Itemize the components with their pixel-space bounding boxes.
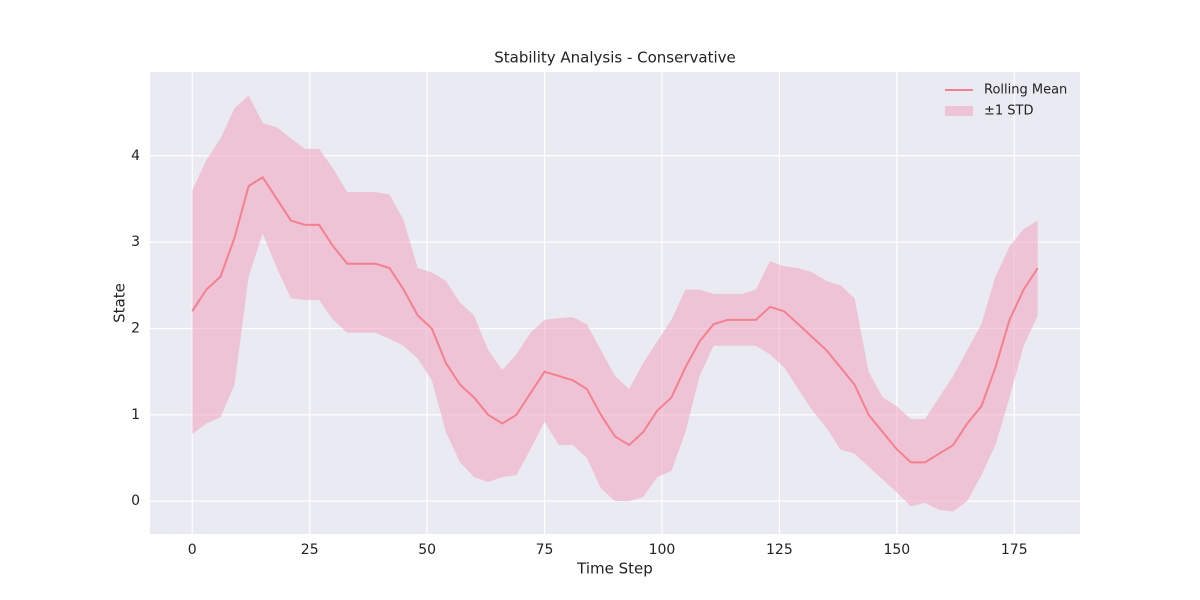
y-tick-label: 4 bbox=[131, 148, 140, 164]
x-tick-label: 100 bbox=[649, 542, 676, 558]
legend-label: ±1 STD bbox=[984, 104, 1034, 119]
x-tick-label: 175 bbox=[1001, 542, 1028, 558]
x-tick-label: 0 bbox=[188, 542, 197, 558]
y-tick-label: 1 bbox=[131, 407, 140, 423]
y-axis-label: State bbox=[111, 283, 129, 323]
x-tick-label: 75 bbox=[536, 542, 554, 558]
x-axis-label: Time Step bbox=[576, 560, 653, 578]
y-tick-label: 2 bbox=[131, 320, 140, 336]
y-tick-label: 0 bbox=[131, 493, 140, 509]
legend-label: Rolling Mean bbox=[984, 83, 1067, 98]
mean-line bbox=[191, 175, 1039, 464]
y-tick-label: 3 bbox=[131, 234, 140, 250]
chart-title: Stability Analysis - Conservative bbox=[494, 49, 736, 67]
std-band bbox=[192, 95, 1038, 512]
x-tick-label: 50 bbox=[418, 542, 436, 558]
legend-swatch bbox=[945, 106, 973, 116]
x-tick-label: 25 bbox=[301, 542, 319, 558]
x-tick-label: 125 bbox=[766, 542, 793, 558]
x-tick-label: 150 bbox=[883, 542, 910, 558]
